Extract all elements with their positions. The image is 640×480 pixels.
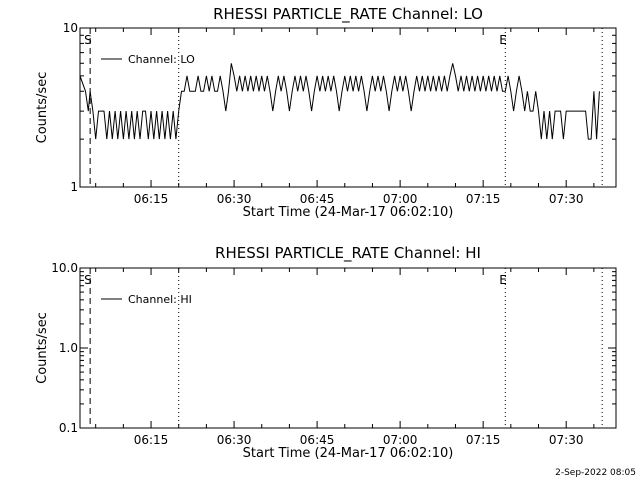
x-tick-label: 07:00 [383,433,418,447]
x-tick-label: 06:15 [134,433,169,447]
plot-frame [79,267,617,429]
y-tick-label: 1 [70,180,78,194]
x-tick-label: 06:30 [217,433,252,447]
x-axis-label: Start Time (24-Mar-17 06:02:10) [243,446,454,461]
x-axis-label: Start Time (24-Mar-17 06:02:10) [243,205,454,220]
x-tick-label: 07:30 [549,433,584,447]
x-tick-label: 07:30 [549,192,584,206]
x-tick-label: 07:15 [466,192,501,206]
series-line [79,63,600,140]
marker-label: E [499,33,507,47]
panel-lo: RHESSI PARTICLE_RATE Channel: LO Counts/s… [35,5,617,220]
marker-label: S [84,273,92,287]
x-tick-label: 06:30 [217,192,252,206]
y-axis-label: Counts/sec [35,72,50,144]
marker-label: E [499,273,507,287]
x-tick-label: 07:15 [466,433,501,447]
chart-title: RHESSI PARTICLE_RATE Channel: LO [213,5,483,24]
x-tick-label: 06:45 [300,433,335,447]
y-tick-label: 10 [63,21,78,35]
marker-label: S [84,33,92,47]
legend-entry: Channel: HI [128,293,192,306]
y-axis-label: Counts/sec [35,312,50,384]
y-tick-label: 1.0 [59,341,78,355]
y-tick-label: 10.0 [51,261,78,275]
y-tick-label: 0.1 [59,421,78,435]
chart-title: RHESSI PARTICLE_RATE Channel: HI [215,244,481,263]
x-tick-label: 06:15 [134,192,169,206]
legend-entry: Channel: LO [128,53,195,66]
panel-hi: RHESSI PARTICLE_RATE Channel: HI Counts/s… [35,244,617,461]
generated-timestamp: 2-Sep-2022 08:05 [555,468,636,478]
plot-frame [79,27,617,188]
x-tick-label: 06:45 [300,192,335,206]
x-tick-label: 07:00 [383,192,418,206]
